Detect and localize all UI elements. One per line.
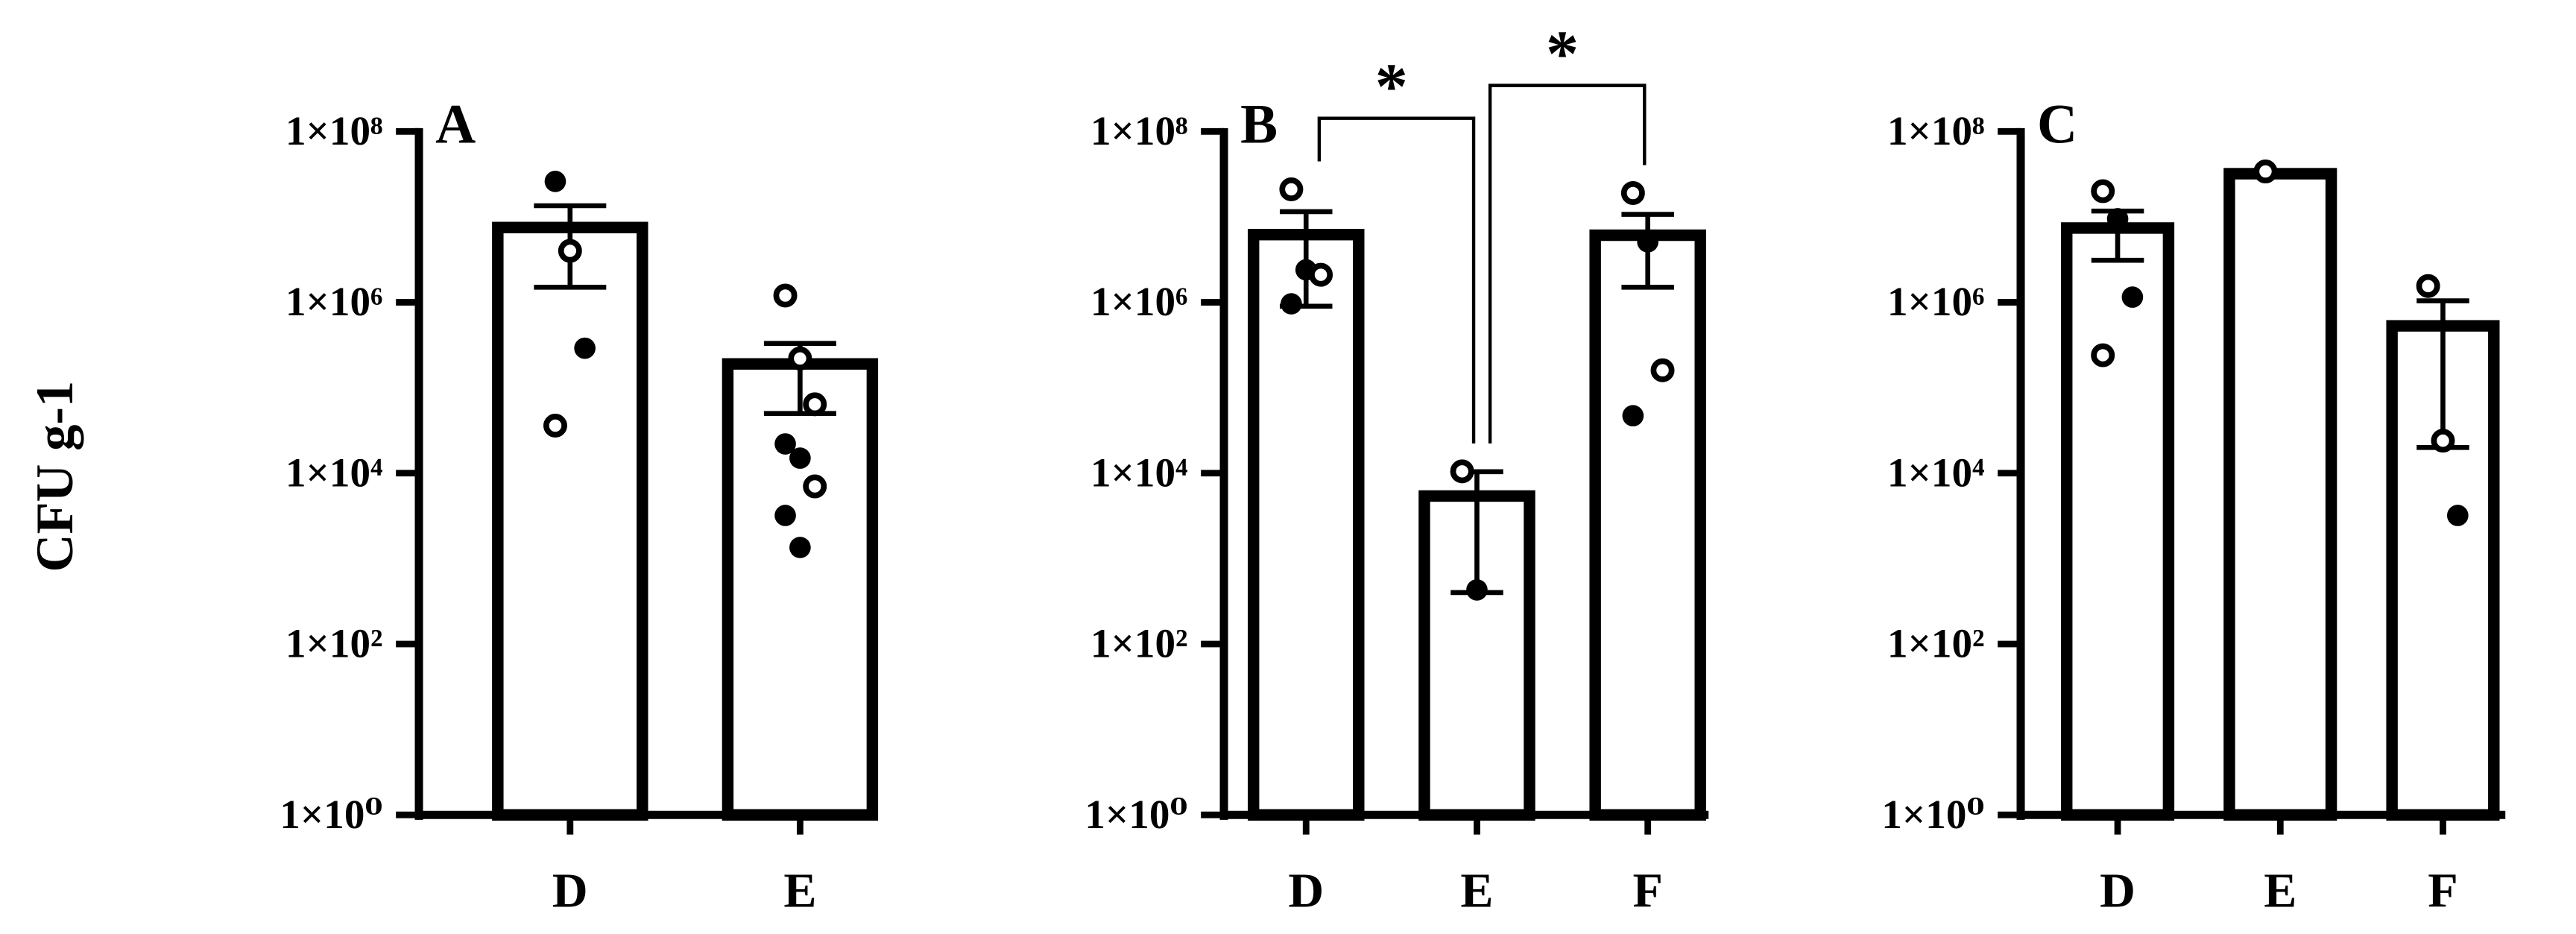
y-tick-label: 1×10⁴ (1090, 449, 1188, 495)
data-point (1637, 231, 1659, 253)
y-tick-label: 1×10² (1887, 621, 1985, 666)
data-point (2106, 208, 2129, 230)
significance-label: * (1546, 17, 1579, 90)
y-tick-label: 1×10⁶ (1090, 279, 1188, 324)
data-point (574, 337, 596, 359)
y-tick-label: 1×10⁸ (1887, 108, 1985, 154)
data-point (2121, 286, 2144, 308)
y-tick-label: 1×10⁸ (285, 108, 383, 154)
y-tick-label: 1×10⁴ (1887, 449, 1985, 495)
data-point (1309, 262, 1333, 287)
y-tick-label: 1×10⁴ (285, 449, 383, 495)
data-point (2416, 274, 2440, 298)
data-point (1466, 579, 1488, 601)
data-point (774, 433, 796, 455)
panel-title: C (2037, 94, 2077, 156)
x-tick-label: D (2100, 864, 2135, 918)
y-tick-label: 1×10⁶ (285, 279, 383, 324)
x-tick-label: F (2428, 864, 2457, 918)
bar (2223, 168, 2337, 821)
x-tick-label: E (783, 864, 816, 918)
panel-title: B (1240, 94, 1278, 156)
bar (722, 358, 879, 821)
y-tick-label: 1×10² (285, 621, 383, 666)
data-point (1620, 181, 1645, 205)
data-point (2091, 179, 2115, 203)
significance-label: * (1375, 50, 1408, 123)
data-point (2446, 505, 2469, 526)
x-tick-label: D (1288, 864, 1324, 918)
x-tick-label: F (1632, 864, 1662, 918)
data-point (1450, 459, 1474, 484)
y-tick-label: 1×10² (1090, 621, 1188, 666)
bar (1589, 229, 1706, 821)
data-point (1281, 293, 1302, 315)
x-tick-label: D (552, 864, 588, 918)
data-point (544, 171, 566, 192)
y-tick-label: 1×10⁰ (1881, 792, 1984, 837)
y-tick-label: 1×10⁶ (1887, 279, 1985, 324)
panel-title: A (435, 94, 476, 156)
data-point (788, 346, 812, 370)
data-point (558, 239, 582, 263)
x-tick-label: E (2264, 864, 2296, 918)
data-point (2431, 429, 2455, 453)
y-axis-label: CFU g-1 (26, 381, 84, 572)
data-point (1650, 358, 1675, 382)
data-point (543, 414, 567, 438)
y-tick-label: 1×10⁸ (1090, 108, 1188, 154)
data-point (774, 505, 796, 526)
data-point (803, 392, 827, 417)
y-tick-label: 1×10⁰ (1085, 792, 1187, 837)
bar (2061, 222, 2175, 821)
data-point (1622, 405, 1644, 427)
significance-bracket (1488, 83, 1647, 444)
data-point (2253, 160, 2278, 184)
bar (1247, 229, 1365, 821)
bar (492, 221, 648, 821)
data-point (789, 537, 811, 558)
data-point (803, 474, 827, 499)
data-point (789, 447, 811, 469)
data-point (773, 283, 798, 308)
data-point (2091, 343, 2115, 367)
significance-bracket (1317, 116, 1476, 444)
data-point (1279, 177, 1304, 201)
y-tick-label: 1×10⁰ (280, 792, 382, 837)
x-tick-label: E (1460, 864, 1493, 918)
